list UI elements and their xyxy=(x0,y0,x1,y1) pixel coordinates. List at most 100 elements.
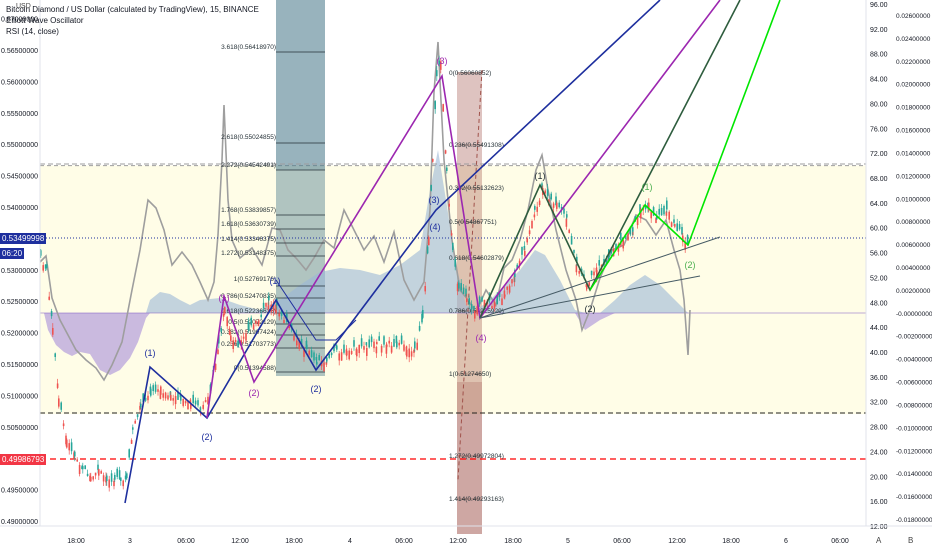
wave-label: (1) xyxy=(145,348,156,358)
fib-label-left: 2.272(0.54542491) xyxy=(221,162,276,169)
price-tick: 0.55000000 xyxy=(1,142,38,149)
fib-label-left: 3.618(0.56418970) xyxy=(221,44,276,51)
candle-body xyxy=(552,203,555,208)
candle-body xyxy=(558,202,560,208)
wave-label: (4) xyxy=(430,222,441,232)
candle-body xyxy=(222,314,225,317)
candle-body xyxy=(682,235,684,243)
candle-body xyxy=(310,350,313,358)
auto-scale-button[interactable]: A xyxy=(876,536,882,545)
price-tick: 0.51000000 xyxy=(1,393,38,400)
candle-body xyxy=(48,296,50,300)
candle-body xyxy=(167,395,169,400)
candle-body xyxy=(162,393,164,398)
candle-body xyxy=(260,314,262,318)
candle-body xyxy=(550,193,552,200)
candle-body xyxy=(514,270,516,278)
candle-body xyxy=(468,298,470,305)
candle-body xyxy=(533,214,536,218)
countdown-tag: 06:20 xyxy=(0,248,25,259)
indicator-ewo[interactable]: Elliott Wave Oscillator xyxy=(6,16,84,25)
candle-body xyxy=(383,336,385,345)
candle-body xyxy=(184,400,187,404)
indicator-rsi[interactable]: RSI (14, close) xyxy=(6,27,59,36)
candle-body xyxy=(501,298,503,306)
candle-body xyxy=(538,200,541,206)
candle-body xyxy=(660,207,663,216)
candle-body xyxy=(232,340,234,349)
candle-body xyxy=(160,386,162,395)
candle-body xyxy=(52,328,54,335)
candle-body xyxy=(343,344,345,353)
candle-body xyxy=(358,344,360,354)
candle-body xyxy=(144,397,147,401)
rsi-tick: 52.00 xyxy=(870,275,888,282)
candle-body xyxy=(406,349,408,357)
candle-body xyxy=(686,235,689,244)
candle-body xyxy=(258,320,260,324)
ewo-tick: -0.00200000 xyxy=(896,334,932,341)
time-tick: 12:00 xyxy=(231,538,249,545)
candle-body xyxy=(116,468,118,477)
log-scale-button[interactable]: B xyxy=(908,536,914,545)
candle-body xyxy=(368,339,370,348)
candle-body xyxy=(620,232,622,240)
rsi-tick: 20.00 xyxy=(870,474,888,481)
candle-body xyxy=(177,391,179,400)
candle-body xyxy=(42,265,44,271)
candle-body xyxy=(330,352,333,356)
candle-body xyxy=(544,190,546,194)
currency-label: USD xyxy=(16,3,31,10)
ewo-tick: 0.01400000 xyxy=(896,150,931,157)
symbol-title[interactable]: Bitcoin Diamond / US Dollar (calculated … xyxy=(6,5,259,14)
candle-body xyxy=(413,349,415,353)
candle-body xyxy=(684,241,686,250)
candle-body xyxy=(316,361,318,365)
ewo-tick: -0.01400000 xyxy=(896,471,932,478)
ewo-tick: 0.01000000 xyxy=(896,196,931,203)
candle-body xyxy=(436,70,438,77)
rsi-tick: 16.00 xyxy=(870,499,888,506)
candle-body xyxy=(84,465,86,470)
rsi-tick: 24.00 xyxy=(870,449,888,456)
candle-body xyxy=(306,344,308,350)
candle-body xyxy=(648,202,650,211)
candle-body xyxy=(673,219,675,223)
candle-body xyxy=(313,352,315,361)
candle-body xyxy=(154,384,157,392)
rsi-tick: 76.00 xyxy=(870,126,888,133)
wave-label: (1) xyxy=(535,171,546,181)
current-price-tag: 0.53499998 xyxy=(0,233,47,244)
candle-body xyxy=(365,342,368,346)
candle-body xyxy=(50,311,53,317)
candle-body xyxy=(252,324,255,330)
ewo-tick: 0.01200000 xyxy=(896,173,931,180)
rsi-tick: 68.00 xyxy=(870,176,888,183)
candle-body xyxy=(100,471,102,474)
rsi-tick: 28.00 xyxy=(870,425,888,432)
candle-body xyxy=(521,246,523,255)
candle-body xyxy=(615,243,617,249)
candle-body xyxy=(139,405,141,410)
fib-label-right: 1.414(0.49293163) xyxy=(449,496,504,503)
candle-body xyxy=(458,282,460,289)
candle-body xyxy=(315,356,318,361)
fib-label-right: 0.236(0.55491308) xyxy=(449,142,504,149)
time-tick: 18:00 xyxy=(67,538,85,545)
candle-body xyxy=(678,224,681,230)
candle-body xyxy=(388,340,390,344)
candle-body xyxy=(136,414,139,418)
candle-body xyxy=(462,287,465,295)
candle-body xyxy=(476,306,478,315)
candle-body xyxy=(504,294,506,297)
candle-body xyxy=(189,399,192,403)
candle-body xyxy=(94,472,97,476)
candle-body xyxy=(655,218,657,223)
candle-body xyxy=(46,264,48,268)
candle-body xyxy=(187,400,189,410)
candle-body xyxy=(370,336,373,343)
wave-label: (1) xyxy=(270,276,281,286)
candle-body xyxy=(333,344,335,352)
